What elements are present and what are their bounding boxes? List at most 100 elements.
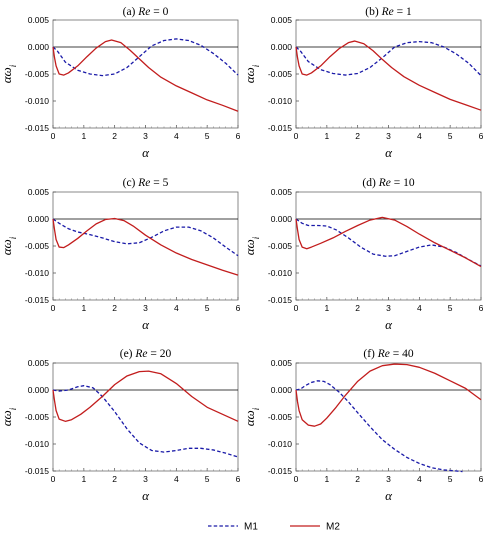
plot-frame: [52, 362, 239, 472]
legend-label-m1: M1: [244, 522, 258, 533]
x-axis-label: α: [385, 145, 393, 160]
y-tick-label: 0.000: [271, 214, 293, 224]
x-tick-label: 6: [236, 131, 241, 141]
series-m1-line: [52, 385, 239, 458]
series-m2-line: [295, 363, 482, 427]
title-variable: Re: [378, 177, 391, 189]
title-prefix: (f): [363, 348, 377, 360]
series-m2-line: [295, 40, 482, 111]
title-variable: Re: [381, 6, 394, 18]
y-tick-label: -0.010: [268, 268, 292, 278]
panel-title: (e) Re = 20: [120, 348, 172, 360]
y-label-subscript: i: [251, 407, 261, 410]
x-tick-label: 1: [324, 303, 329, 313]
x-tick-label: 1: [324, 131, 329, 141]
title-prefix: (b): [365, 6, 381, 18]
y-label-subscript: i: [8, 407, 18, 410]
title-prefix: (c): [123, 177, 139, 189]
title-value: = 10: [391, 177, 415, 189]
x-tick-label: 0: [294, 303, 299, 313]
y-axis-label: αωi: [242, 236, 261, 255]
plot-frame: [295, 19, 482, 129]
y-tick-label: 0.005: [28, 187, 50, 197]
title-variable: Re: [377, 348, 390, 360]
x-tick-label: 4: [417, 303, 422, 313]
y-tick-label: 0.005: [271, 187, 293, 197]
series-m2-line: [52, 39, 239, 112]
title-prefix: (e): [120, 348, 136, 360]
x-axis-label: α: [385, 488, 393, 503]
y-axis-label: αωi: [0, 64, 18, 83]
title-value: = 1: [394, 6, 412, 18]
x-tick-label: 6: [479, 131, 484, 141]
title-value: = 40: [390, 348, 414, 360]
x-axis-label: α: [385, 317, 393, 332]
y-tick-label: -0.005: [25, 241, 49, 251]
y-label-main: αω: [0, 410, 14, 426]
x-tick-label: 6: [479, 303, 484, 313]
title-prefix: (d): [362, 177, 378, 189]
x-tick-label: 0: [51, 474, 56, 484]
series-m1-line: [295, 380, 463, 473]
x-tick-label: 4: [417, 131, 422, 141]
y-tick-label: 0.005: [28, 15, 50, 25]
x-tick-label: 2: [355, 474, 360, 484]
series-m1-line: [52, 38, 239, 77]
x-tick-label: 6: [236, 474, 241, 484]
x-tick-label: 5: [448, 474, 453, 484]
plot-frame: [52, 191, 239, 301]
series-m1-line: [52, 218, 239, 257]
x-axis-label: α: [142, 317, 150, 332]
x-tick-label: 0: [294, 474, 299, 484]
x-tick-label: 3: [386, 131, 391, 141]
title-value: = 20: [148, 348, 172, 360]
y-axis-label: αωi: [242, 64, 261, 83]
y-axis-label: αωi: [0, 407, 18, 426]
panel-title: (d) Re = 10: [362, 177, 414, 189]
y-tick-label: 0.000: [28, 385, 50, 395]
y-label-main: αω: [242, 67, 257, 83]
x-axis-label: α: [142, 488, 150, 503]
y-tick-label: -0.010: [268, 439, 292, 449]
legend: M1 M2: [208, 522, 340, 533]
title-prefix: (a): [123, 6, 139, 18]
x-tick-label: 4: [174, 131, 179, 141]
y-label-main: αω: [242, 410, 257, 426]
x-tick-label: 2: [112, 131, 117, 141]
y-axis-label: αωi: [0, 236, 18, 255]
x-tick-label: 1: [81, 474, 86, 484]
x-tick-label: 3: [386, 474, 391, 484]
legend-label-m2: M2: [326, 522, 340, 533]
x-tick-label: 0: [51, 131, 56, 141]
y-label-subscript: i: [8, 64, 18, 67]
x-tick-label: 5: [205, 474, 210, 484]
y-label-main: αω: [242, 239, 257, 255]
y-tick-label: 0.000: [28, 42, 50, 52]
panel-title: (b) Re = 1: [365, 6, 412, 18]
y-tick-label: 0.000: [28, 214, 50, 224]
y-label-subscript: i: [8, 236, 18, 239]
y-label-subscript: i: [251, 236, 261, 239]
y-tick-label: 0.000: [271, 42, 293, 52]
panel-title: (a) Re = 0: [123, 6, 169, 18]
plot-frame: [52, 19, 239, 129]
x-tick-label: 3: [143, 474, 148, 484]
x-tick-label: 1: [81, 131, 86, 141]
x-tick-label: 0: [51, 303, 56, 313]
x-tick-label: 6: [479, 474, 484, 484]
y-label-main: αω: [0, 67, 14, 83]
title-value: = 0: [150, 6, 168, 18]
y-tick-label: -0.015: [268, 123, 292, 133]
y-label-subscript: i: [251, 64, 261, 67]
series-m2-line: [52, 370, 239, 422]
x-tick-label: 3: [386, 303, 391, 313]
y-tick-label: -0.005: [268, 241, 292, 251]
y-tick-label: -0.005: [25, 69, 49, 79]
